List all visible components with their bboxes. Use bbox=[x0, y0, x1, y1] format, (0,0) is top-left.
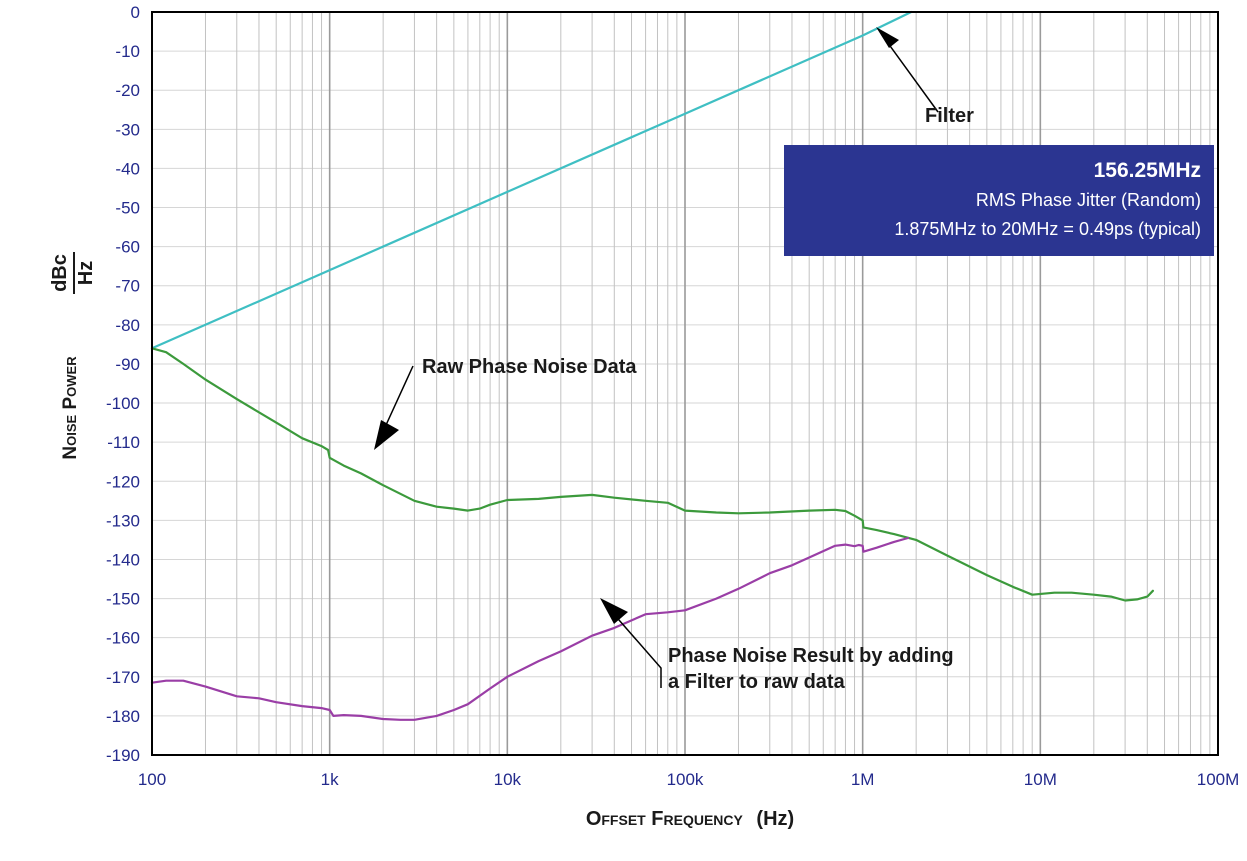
annotation-filter: Filter bbox=[876, 27, 974, 127]
y-tick-label: -90 bbox=[115, 355, 140, 374]
annotation-filtered-arrow-head bbox=[600, 598, 628, 624]
y-axis-title-main: Noise Power bbox=[60, 356, 81, 460]
x-tick-label: 100k bbox=[667, 770, 704, 789]
y-axis-title: Noise Power dBc Hz bbox=[49, 252, 97, 460]
y-tick-label: -60 bbox=[115, 238, 140, 257]
y-tick-label: 0 bbox=[131, 3, 140, 22]
y-tick-label: -190 bbox=[106, 746, 140, 765]
y-tick-label: -100 bbox=[106, 394, 140, 413]
y-axis-unit-denominator: Hz bbox=[75, 261, 97, 285]
x-tick-labels: 100 1k 10k 100k 1M 10M 100M bbox=[138, 770, 1239, 789]
x-tick-label: 10k bbox=[494, 770, 522, 789]
y-tick-label: -150 bbox=[106, 590, 140, 609]
annotation-raw-label: Raw Phase Noise Data bbox=[422, 356, 637, 378]
x-tick-label: 10M bbox=[1024, 770, 1057, 789]
annotation-raw: Raw Phase Noise Data bbox=[374, 356, 637, 450]
y-tick-label: -140 bbox=[106, 550, 140, 569]
y-tick-label: -160 bbox=[106, 629, 140, 648]
annotation-filtered-label-line1: Phase Noise Result by adding bbox=[668, 645, 954, 667]
annotation-filter-arrow-head bbox=[876, 27, 899, 48]
annotation-filter-arrow-line bbox=[884, 38, 939, 113]
series-line-raw bbox=[150, 347, 1155, 602]
jitter-info-box-background bbox=[784, 145, 1214, 256]
y-tick-label: -130 bbox=[106, 511, 140, 530]
annotation-filtered: Phase Noise Result by adding a Filter to… bbox=[600, 598, 954, 693]
series-group bbox=[150, 10, 1155, 721]
jitter-info-value: 1.875MHz to 20MHz = 0.49ps (typical) bbox=[894, 219, 1201, 239]
annotation-filtered-label-line2: a Filter to raw data bbox=[668, 671, 846, 693]
jitter-info-description: RMS Phase Jitter (Random) bbox=[976, 190, 1201, 210]
annotation-filter-label: Filter bbox=[925, 105, 974, 127]
y-tick-label: -40 bbox=[115, 159, 140, 178]
y-tick-label: -170 bbox=[106, 668, 140, 687]
y-tick-label: -50 bbox=[115, 199, 140, 218]
x-axis-title-main: Offset Frequency bbox=[586, 808, 744, 830]
y-tick-labels: 0 -10 -20 -30 -40 -50 -60 -70 -80 -90 -100 -110 -120… bbox=[106, 3, 140, 765]
y-tick-label: -10 bbox=[115, 42, 140, 61]
y-tick-label: -120 bbox=[106, 472, 140, 491]
x-axis-title: Offset Frequency (Hz) bbox=[586, 808, 794, 830]
y-axis-unit-numerator: dBc bbox=[49, 254, 71, 292]
x-tick-label: 1M bbox=[851, 770, 875, 789]
x-axis-title-unit: (Hz) bbox=[756, 808, 794, 830]
annotation-filtered-arrow-line bbox=[611, 611, 662, 688]
plot-frame bbox=[151, 11, 1219, 756]
y-tick-label: -20 bbox=[115, 81, 140, 100]
x-tick-label: 1k bbox=[321, 770, 339, 789]
annotation-raw-arrow-head bbox=[374, 420, 399, 450]
y-tick-label: -110 bbox=[107, 433, 140, 452]
y-tick-label: -80 bbox=[115, 316, 140, 335]
y-tick-label: -70 bbox=[115, 277, 140, 296]
x-tick-label: 100M bbox=[1197, 770, 1240, 789]
y-tick-label: -30 bbox=[115, 120, 140, 139]
jitter-info-frequency: 156.25MHz bbox=[1094, 159, 1201, 182]
series-line-filtered bbox=[150, 536, 910, 721]
jitter-info-box: 156.25MHz RMS Phase Jitter (Random) 1.87… bbox=[784, 145, 1214, 256]
series-line-filter bbox=[150, 10, 913, 350]
x-tick-label: 100 bbox=[138, 770, 166, 789]
y-tick-label: -180 bbox=[106, 707, 140, 726]
